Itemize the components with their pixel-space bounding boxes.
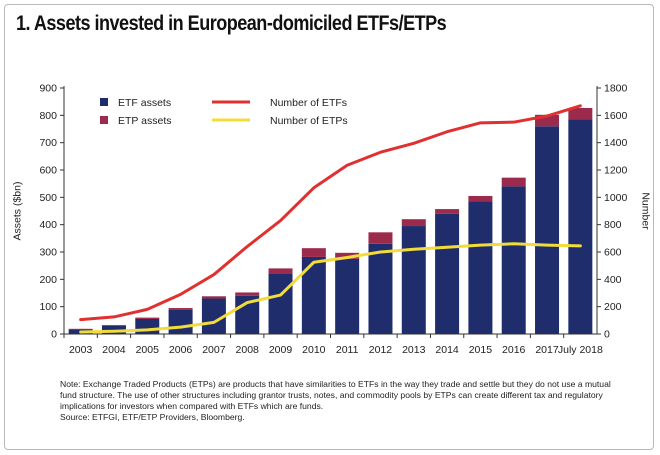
- y-axis-label: Assets ($bn): [11, 181, 24, 241]
- bar-etf-assets: [535, 126, 560, 335]
- bar-etp-assets: [201, 296, 226, 299]
- x-tick-label: 2008: [236, 344, 260, 356]
- bar-etp-assets: [468, 195, 493, 202]
- bar-etf-assets: [401, 226, 426, 334]
- x-tick-label: 2014: [435, 344, 459, 356]
- chart-note: Note: Exchange Traded Products (ETPs) ar…: [60, 379, 620, 423]
- y2-tick-label: 1000: [604, 192, 628, 204]
- x-tick-label: 2016: [502, 344, 526, 356]
- bar-etf-assets: [568, 119, 593, 334]
- line-number-of-etps: [79, 242, 582, 334]
- y2-tick-label: 1200: [604, 165, 628, 177]
- x-tick-label: 2009: [269, 344, 293, 356]
- x-tick-label: 2010: [302, 344, 326, 356]
- line-number-of-etfs: [79, 104, 582, 322]
- y2-tick-label: 800: [604, 219, 622, 231]
- bar-etf-assets: [268, 273, 293, 334]
- x-tick-label: 2017: [535, 344, 559, 356]
- note-line-2: fund structure. The use of other structu…: [60, 390, 603, 400]
- y2-tick-label: 1400: [604, 137, 628, 149]
- chart-title: 1. Assets invested in European-domiciled…: [16, 12, 447, 35]
- x-tick-label: 2012: [369, 344, 393, 356]
- y-tick-label: 900: [39, 83, 57, 95]
- bar-etp-assets: [435, 209, 460, 214]
- bar-etp-assets: [535, 114, 560, 127]
- y-tick-label: 800: [39, 110, 57, 122]
- y-tick-label: 100: [39, 301, 57, 313]
- y2-tick-label: 400: [604, 274, 622, 286]
- x-tick-label: 2011: [336, 344, 359, 356]
- y2-tick-label: 1800: [604, 83, 628, 95]
- x-tick-label: 2007: [202, 344, 226, 356]
- y-tick-label: 600: [39, 165, 57, 177]
- bar-etf-assets: [368, 243, 393, 334]
- legend-swatch-etp-assets: [100, 116, 108, 124]
- x-tick-label: 2005: [136, 344, 160, 356]
- bar-etp-assets: [335, 252, 360, 259]
- bar-etp-assets: [168, 308, 193, 310]
- y2-tick-label: 1600: [604, 110, 628, 122]
- bar-etp-assets: [568, 107, 593, 120]
- x-tick-label: 2004: [102, 344, 126, 356]
- bar-etp-assets: [268, 268, 293, 274]
- bar-etp-assets: [301, 248, 326, 257]
- y-tick-label: 200: [39, 274, 57, 286]
- bar-etp-assets: [235, 292, 260, 296]
- bar-etp-assets: [68, 328, 93, 330]
- note-line-1: Note: Exchange Traded Products (ETPs) ar…: [60, 379, 611, 389]
- y2-axis-label: Number: [639, 192, 652, 230]
- y-tick-label: 0: [51, 329, 57, 341]
- legend-label-etp-assets: ETP assets: [118, 115, 172, 127]
- bar-etp-assets: [501, 177, 526, 187]
- bar-etf-assets: [435, 213, 460, 334]
- y-tick-label: 400: [39, 219, 57, 231]
- y-tick-label: 300: [39, 247, 57, 259]
- y-tick-label: 500: [39, 192, 57, 204]
- note-line-3: implications for investors when compared…: [60, 401, 324, 411]
- bar-etp-assets: [401, 219, 426, 227]
- bar-etp-assets: [368, 232, 393, 244]
- legend-label-number-of-etps: Number of ETPs: [270, 115, 348, 127]
- bar-etf-assets: [335, 258, 360, 334]
- bar-etf-assets: [168, 309, 193, 334]
- y2-tick-label: 0: [604, 329, 610, 341]
- legend-swatch-etf-assets: [100, 98, 108, 106]
- x-tick-label: 2006: [169, 344, 193, 356]
- y2-tick-label: 200: [604, 301, 622, 313]
- note-source: Source: ETFGI, ETF/ETP Providers, Bloomb…: [60, 412, 245, 422]
- legend-label-etf-assets: ETF assets: [118, 97, 171, 109]
- y2-tick-label: 600: [604, 247, 622, 259]
- x-tick-label: 2015: [469, 344, 493, 356]
- bar-etf-assets: [501, 186, 526, 334]
- x-tick-label: July 2018: [558, 344, 603, 356]
- x-tick-label: 2013: [402, 344, 426, 356]
- bar-etf-assets: [468, 201, 493, 334]
- x-tick-label: 2003: [69, 344, 93, 356]
- bar-etp-assets: [135, 317, 160, 319]
- y-tick-label: 700: [39, 137, 57, 149]
- bar-etp-assets: [101, 324, 126, 326]
- legend-label-number-of-etfs: Number of ETFs: [270, 97, 347, 109]
